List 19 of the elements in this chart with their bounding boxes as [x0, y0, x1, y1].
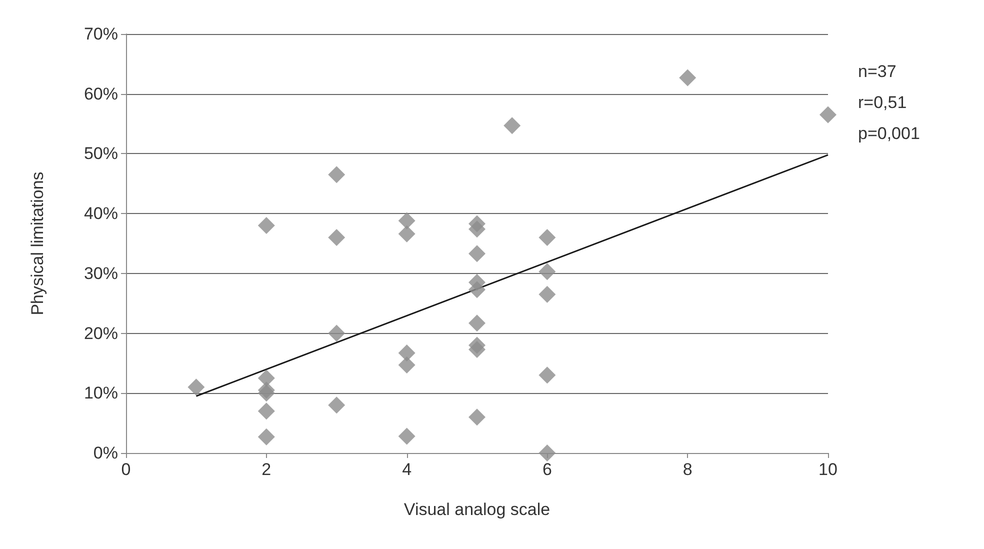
x-tick-label: 4 — [402, 460, 412, 479]
y-tick-label: 70% — [84, 24, 118, 44]
y-tick-label: 60% — [84, 84, 118, 104]
x-tick-label: 0 — [121, 460, 131, 479]
y-axis-title: Physical limitations — [28, 172, 47, 316]
text: r=0,51 — [858, 93, 907, 112]
y-tick-label: 40% — [84, 204, 118, 224]
text: p=0,001 — [858, 124, 920, 143]
y-tick-label: 10% — [84, 384, 118, 403]
x-tick-label: 8 — [682, 460, 692, 479]
y-tick-label: 20% — [84, 324, 118, 343]
x-tick-label: 2 — [262, 460, 272, 479]
text: n=37 — [858, 62, 896, 81]
x-tick-label: 6 — [542, 460, 552, 479]
x-axis-title: Visual analog scale — [404, 500, 550, 519]
y-tick-label: 0% — [93, 444, 118, 462]
y-tick-label: 50% — [84, 144, 118, 164]
y-tick-label: 30% — [84, 264, 118, 283]
x-tick-label: 10 — [818, 460, 838, 479]
